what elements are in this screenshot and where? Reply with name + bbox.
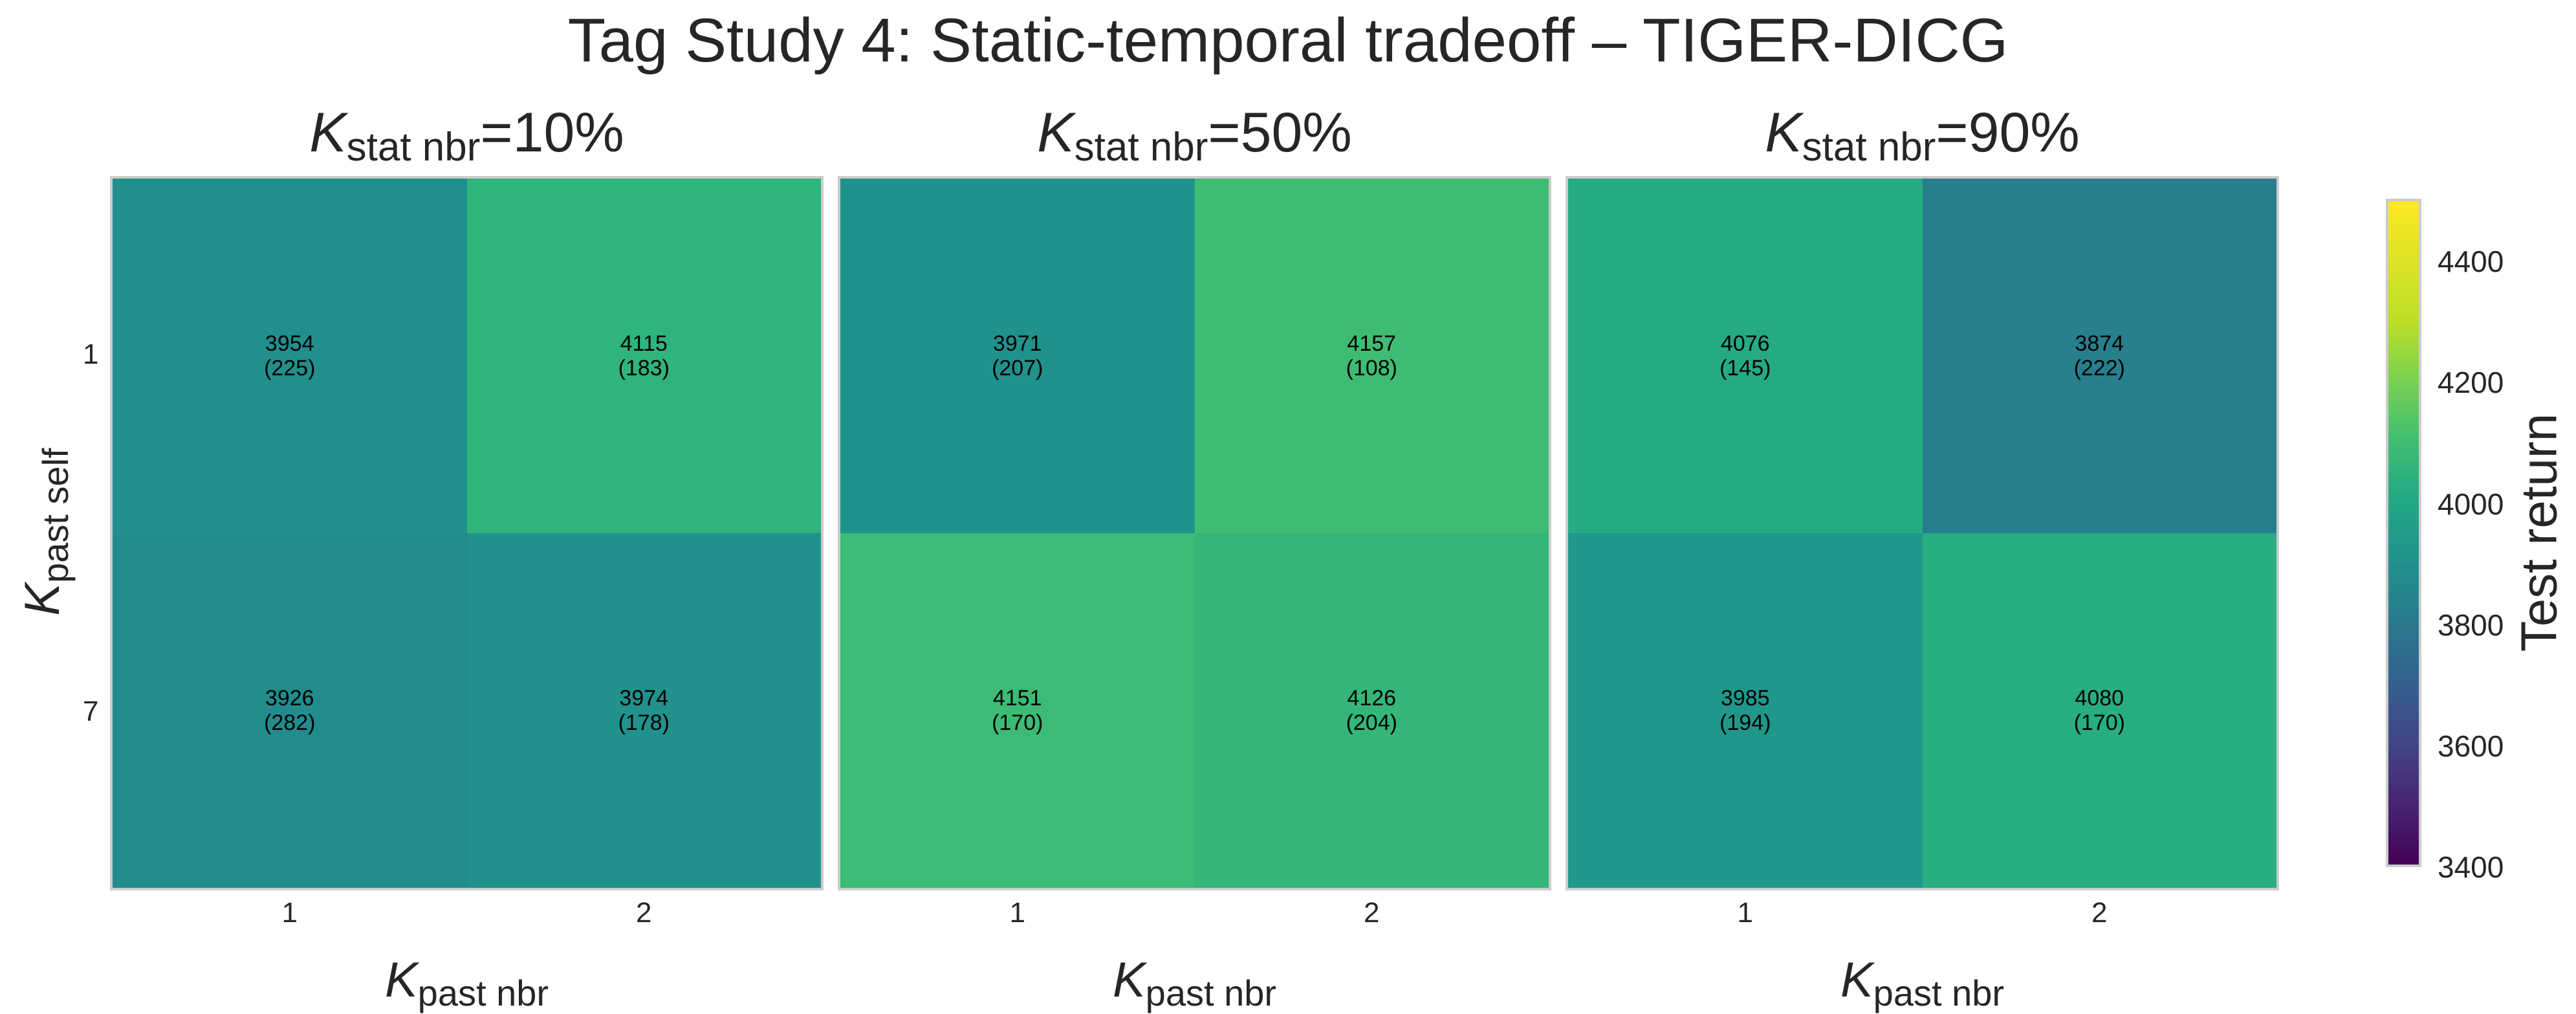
heatmap-panel-90: Kstat nbr=90% 4076 (145) 3874 (222) 3985 (1… (1566, 102, 2279, 1013)
y-axis-label: Kpast self (15, 448, 76, 616)
x-axis-label: Kpast nbr (384, 953, 549, 1013)
x-tick: 2 (2091, 897, 2108, 929)
panel-title-value: =90% (1936, 102, 2080, 164)
panel-title-sub: stat nbr (1074, 125, 1208, 170)
heatmap-cell: 4126 (204) (1194, 533, 1549, 888)
heatmap-cell: 3926 (282) (113, 533, 467, 888)
colorbar-tick: 4000 (2438, 487, 2504, 521)
heatmap-panel-10: Kstat nbr=10% 3954 (225) 4115 (183) 3926 (2… (110, 102, 824, 1013)
x-tick: 1 (1737, 897, 1753, 929)
panel-title: Kstat nbr=50% (840, 101, 1549, 170)
panel-title-var: K (1037, 102, 1075, 164)
colorbar-tick: 4200 (2438, 366, 2504, 399)
x-axis-label: Kpast nbr (1112, 953, 1277, 1013)
panel-title-var: K (309, 102, 347, 164)
heatmap-cell: 3971 (207) (840, 179, 1195, 533)
x-tick: 1 (281, 897, 298, 929)
heatmap-cell: 3974 (178) (466, 533, 821, 888)
y-tick: 7 (83, 696, 99, 727)
panel-title-sub: stat nbr (346, 125, 481, 170)
x-tick: 1 (1009, 897, 1025, 929)
y-tick: 1 (83, 338, 99, 370)
x-axis-label: Kpast nbr (1840, 953, 2005, 1013)
heatmap-cell: 3874 (222) (1922, 179, 2276, 533)
colorbar-tick: 3800 (2438, 608, 2504, 642)
panel-title-sub: stat nbr (1802, 125, 1936, 170)
heatmap-cell: 4151 (170) (840, 533, 1195, 888)
heatmap-cell: 4115 (183) (466, 179, 821, 533)
heatmap-cell: 4080 (170) (1922, 533, 2276, 888)
heatmap-panel-50: Kstat nbr=50% 3971 (207) 4157 (108) 4151 (1… (838, 102, 1551, 1013)
panel-title: Kstat nbr=90% (1568, 101, 2276, 170)
heatmap-cell: 4157 (108) (1194, 179, 1549, 533)
panel-title: Kstat nbr=10% (113, 101, 821, 170)
x-tick: 2 (1364, 897, 1380, 929)
colorbar-tick: 3400 (2438, 850, 2504, 884)
colorbar-tick: 3600 (2438, 729, 2504, 763)
heatmap-cell: 3954 (225) (113, 179, 467, 533)
heatmap-cell: 4076 (145) (1568, 179, 1923, 533)
colorbar (2386, 199, 2421, 867)
colorbar-tick: 4400 (2438, 245, 2504, 278)
panel-title-value: =50% (1208, 102, 1352, 164)
chart-title: Tag Study 4: Static-temporal tradeoff – … (567, 6, 2009, 75)
panel-title-value: =10% (480, 102, 624, 164)
panel-title-var: K (1765, 102, 1802, 164)
heatmap-cell: 3985 (194) (1568, 533, 1923, 888)
colorbar-label: Test return (2510, 413, 2568, 652)
x-tick: 2 (636, 897, 652, 929)
